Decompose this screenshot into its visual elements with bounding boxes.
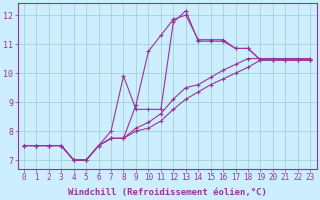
X-axis label: Windchill (Refroidissement éolien,°C): Windchill (Refroidissement éolien,°C) bbox=[68, 188, 267, 197]
